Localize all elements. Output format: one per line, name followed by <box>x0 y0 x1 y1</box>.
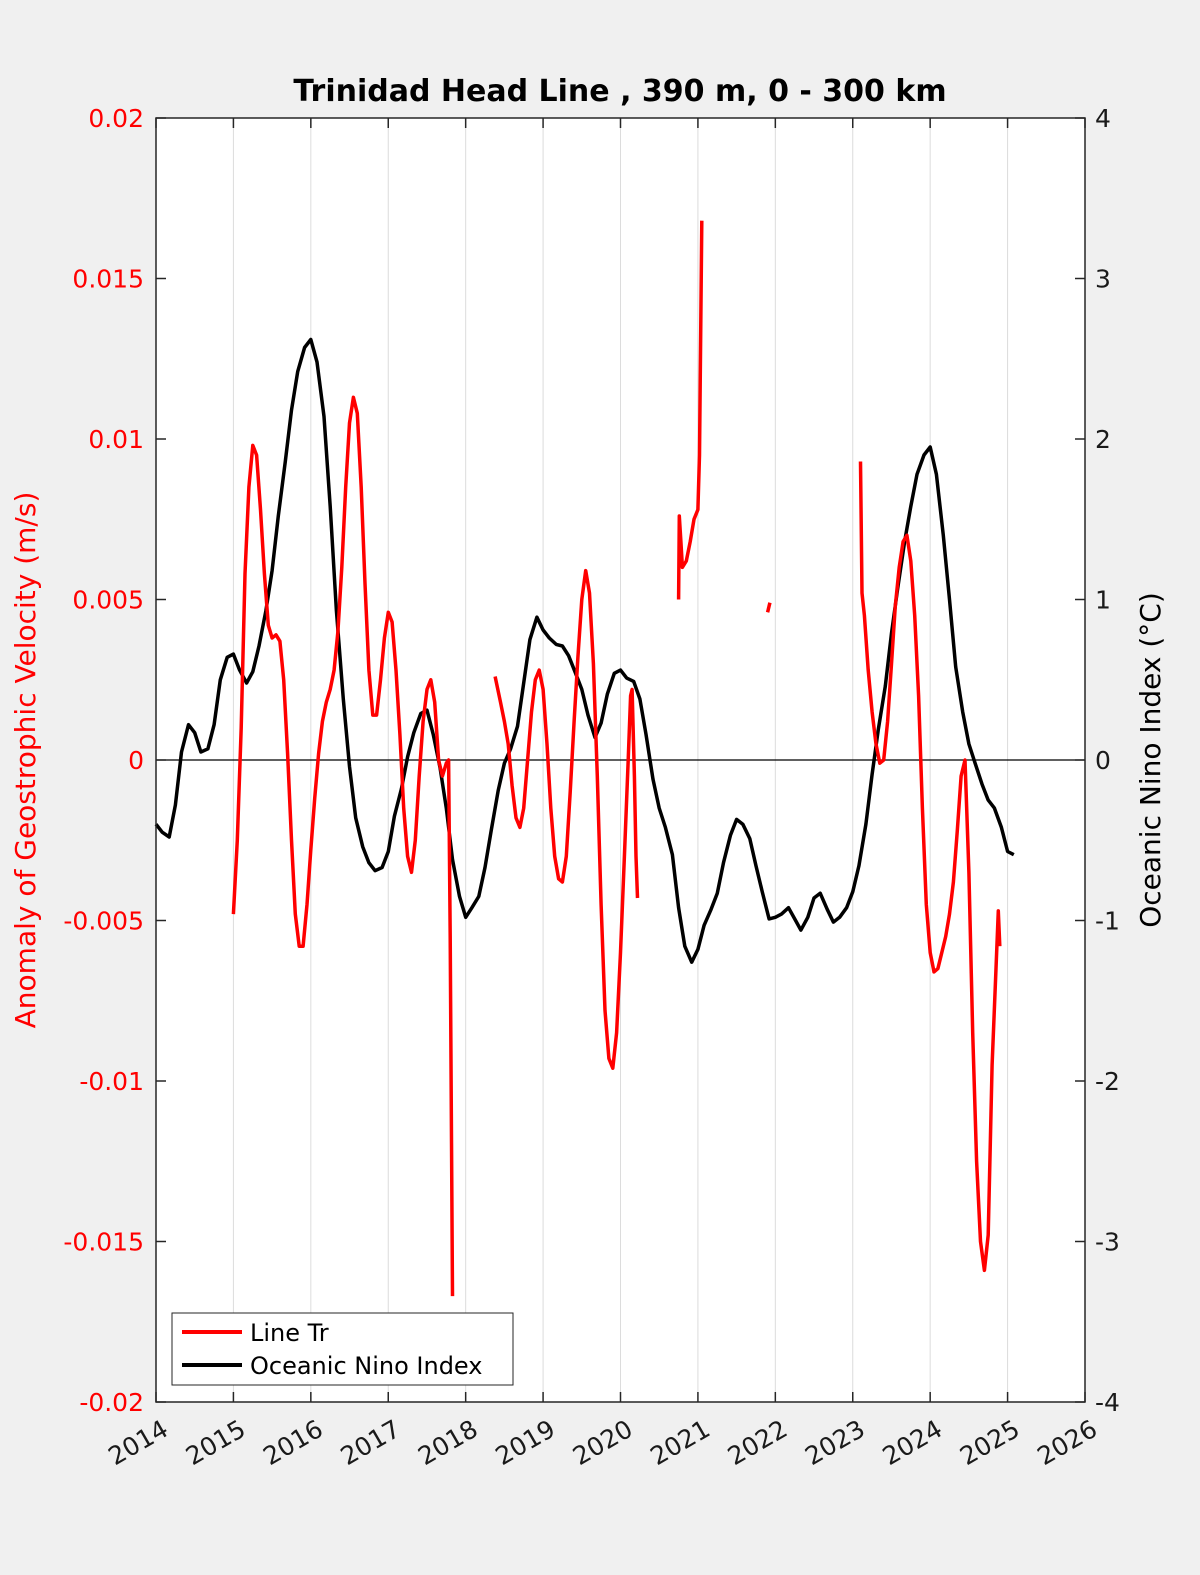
y-right-tick-label: -2 <box>1095 1067 1120 1096</box>
x-tick-label: 2014 <box>103 1414 173 1471</box>
y-left-tick-label: 0.02 <box>88 104 144 133</box>
y-right-tick-label: 0 <box>1095 746 1111 775</box>
y-left-tick-label: -0.01 <box>79 1067 144 1096</box>
x-tick-label: 2026 <box>1032 1414 1102 1471</box>
y-left-tick-label: -0.02 <box>79 1388 144 1417</box>
series-line-oni <box>154 337 1015 964</box>
y-right-tick-label: -3 <box>1095 1228 1120 1257</box>
series-line-tr-segment <box>231 395 455 1297</box>
chart-title: Trinidad Head Line , 390 m, 0 - 300 km <box>293 74 946 109</box>
y-left-tick-label: -0.015 <box>63 1228 144 1257</box>
y-right-tick-label: 1 <box>1095 586 1111 615</box>
y-right-tick-label: 2 <box>1095 425 1111 454</box>
y-left-tick-label: 0.015 <box>72 265 144 294</box>
x-tick-label: 2020 <box>568 1414 638 1471</box>
y-left-tick-label: 0 <box>128 746 144 775</box>
series-line-tr-segment <box>676 220 704 600</box>
legend-box <box>171 1312 514 1386</box>
x-tick-label: 2017 <box>336 1414 406 1471</box>
y-right-tick-label: -1 <box>1095 907 1120 936</box>
y-right-tick-label: -4 <box>1095 1388 1120 1417</box>
x-tick-label: 2022 <box>723 1414 793 1471</box>
legend: Line Tr Oceanic Nino Index <box>171 1312 514 1386</box>
series-line-tr-segment <box>858 461 1002 1273</box>
x-tick-label: 2019 <box>490 1414 560 1471</box>
x-tick-label: 2023 <box>800 1414 870 1471</box>
y-left-tick-label: 0.005 <box>72 586 144 615</box>
right-y-axis-label: Oceanic Nino Index (°C) <box>1134 592 1167 928</box>
series-layer <box>154 220 1015 1297</box>
x-tick-label: 2016 <box>258 1414 328 1471</box>
y-right-tick-label: 3 <box>1095 265 1111 294</box>
legend-label-oni: Oceanic Nino Index <box>250 1352 482 1380</box>
x-tick-label: 2021 <box>645 1414 715 1471</box>
series-line-tr-segment <box>493 568 640 1070</box>
x-tick-label: 2025 <box>955 1414 1025 1471</box>
y-left-tick-label: 0.01 <box>88 425 144 454</box>
left-y-axis-label: Anomaly of Geostrophic Velocity (m/s) <box>9 492 42 1029</box>
x-tick-label: 2015 <box>181 1414 251 1471</box>
legend-label-line-tr: Line Tr <box>250 1319 329 1347</box>
x-tick-label: 2018 <box>413 1414 483 1471</box>
series-line-tr-segment <box>765 602 772 613</box>
y-right-tick-label: 4 <box>1095 104 1111 133</box>
x-tick-label: 2024 <box>878 1414 948 1471</box>
y-left-tick-label: -0.005 <box>63 907 144 936</box>
